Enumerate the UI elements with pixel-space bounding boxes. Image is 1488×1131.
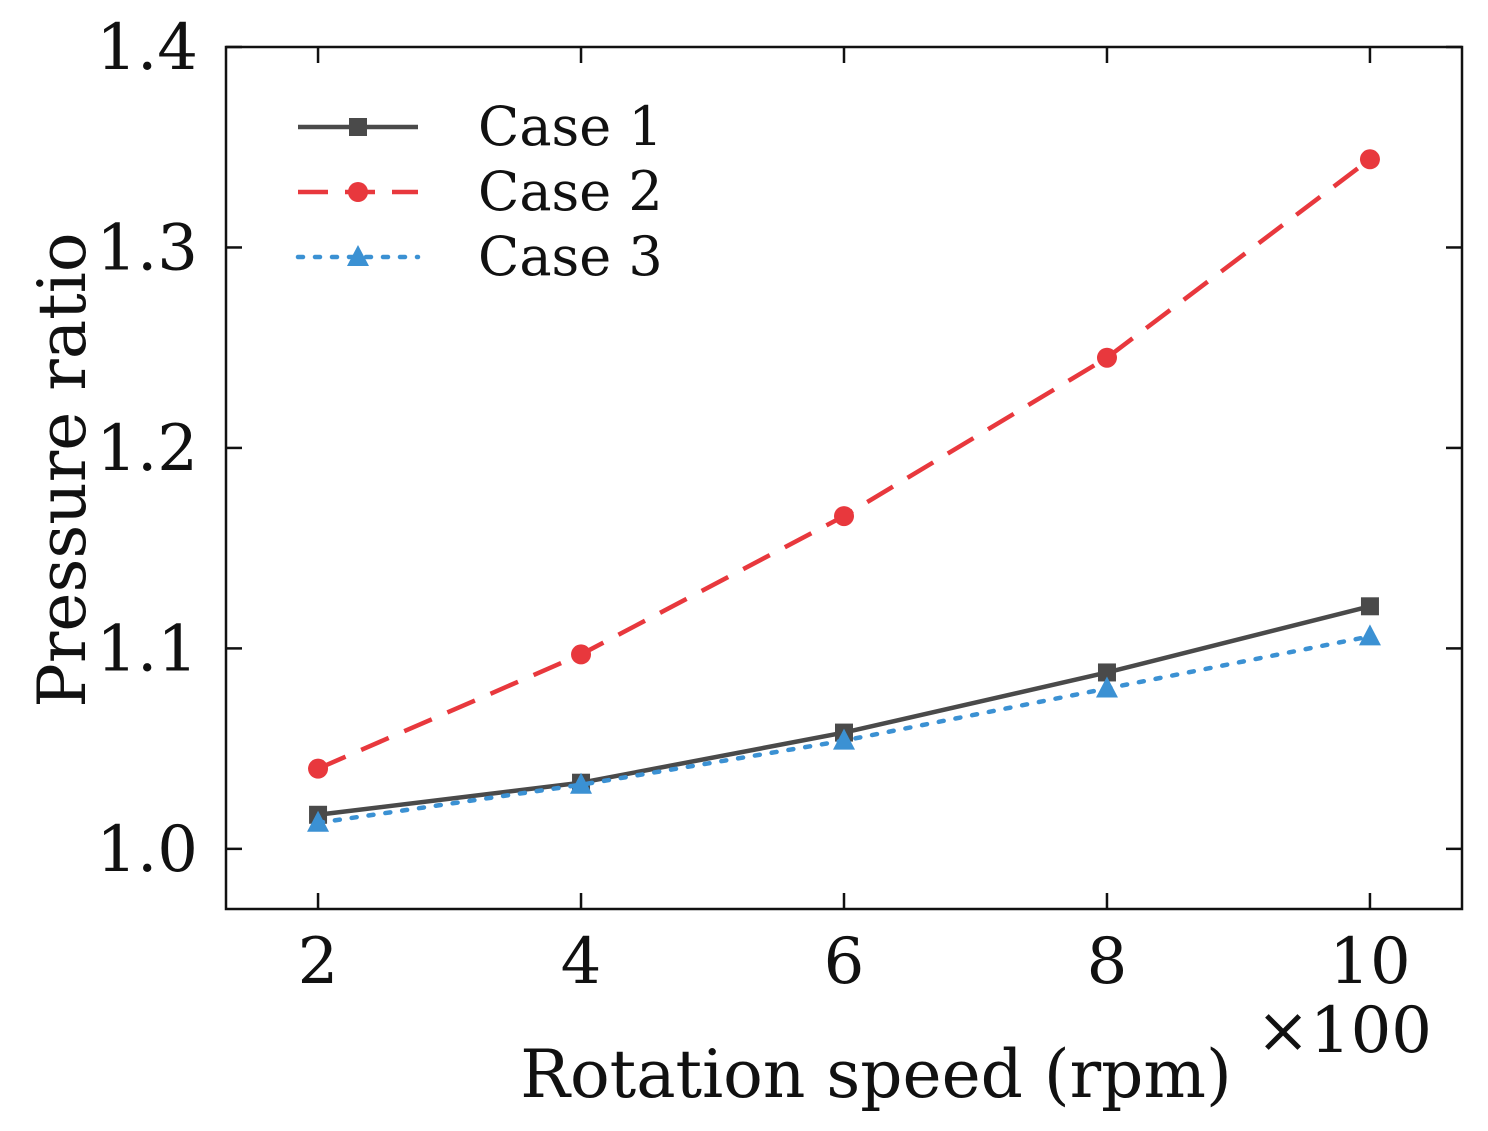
series-layer [307, 149, 1381, 832]
data-point [308, 758, 329, 779]
data-point [1096, 347, 1117, 368]
x-tick-label: 4 [561, 925, 602, 999]
data-point [1358, 624, 1381, 646]
plot-frame [224, 45, 1464, 911]
series-1 [309, 597, 1379, 824]
data-point [833, 728, 855, 750]
legend-item: Case 2 [298, 160, 663, 223]
data-point [834, 506, 854, 527]
data-point [571, 644, 592, 665]
x-tick-label: 2 [298, 925, 339, 999]
legend-item: Case 3 [295, 225, 663, 288]
data-point [570, 772, 593, 794]
data-point [1359, 149, 1380, 170]
series-line [317, 157, 1372, 771]
data-point [307, 810, 330, 832]
x-tick-label: 10 [1329, 925, 1410, 999]
legend-label: Case 3 [478, 225, 663, 288]
y-tick-label: 1.2 [96, 412, 198, 486]
legend-marker [349, 118, 367, 136]
legend-marker [348, 182, 368, 202]
series-2 [308, 149, 1380, 779]
y-tick-label: 1.0 [96, 813, 198, 887]
x-axis-title: Rotation speed (rpm) [520, 1036, 1232, 1113]
series-line [317, 604, 1371, 818]
x-tick-label: 8 [1087, 925, 1128, 999]
axes: 2 4 6 8 10 1.0 1.1 1.2 1.3 1.4 [96, 11, 1464, 999]
x-tick-label: 6 [824, 925, 865, 999]
data-point [1095, 676, 1118, 698]
legend-label: Case 2 [478, 160, 663, 223]
legend-marker [347, 245, 369, 266]
y-tick-label: 1.1 [96, 612, 198, 686]
legend-label: Case 1 [478, 95, 663, 158]
y-tick-label: 1.3 [96, 211, 198, 285]
y-axis-title: Pressure ratio [24, 232, 101, 707]
data-point [1097, 663, 1116, 682]
data-point [1360, 597, 1379, 616]
x-axis-multiplier: ×100 [1256, 994, 1432, 1068]
y-tick-label: 1.4 [96, 11, 198, 85]
series-3 [307, 624, 1381, 832]
legend-item: Case 1 [298, 95, 663, 158]
